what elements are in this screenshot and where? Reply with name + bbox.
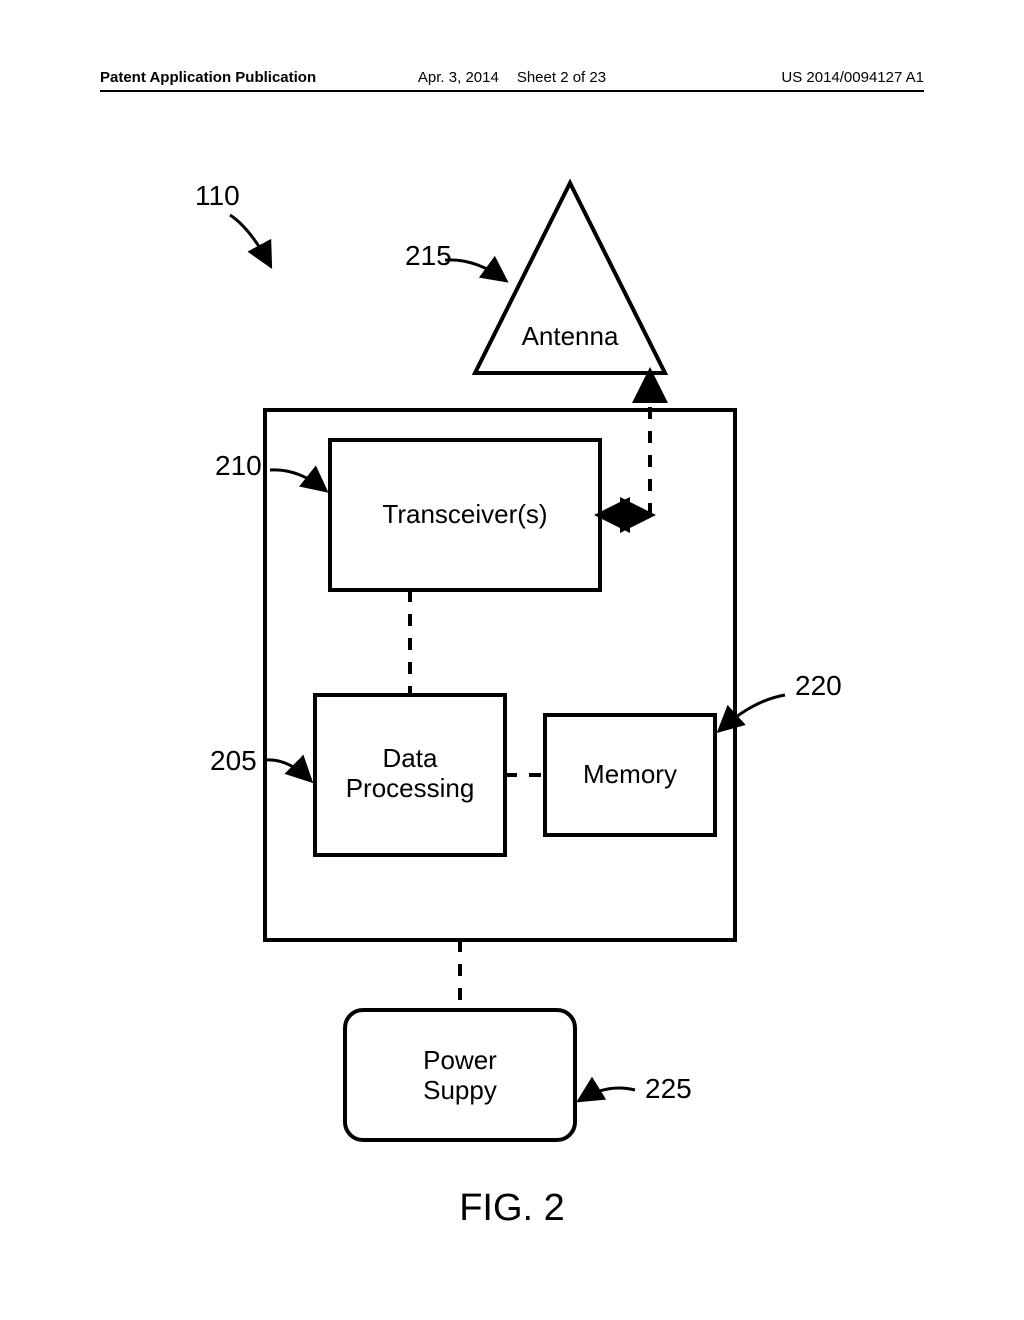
- svg-text:Power: Power: [423, 1045, 497, 1075]
- svg-text:Memory: Memory: [583, 759, 677, 789]
- svg-text:210: 210: [215, 450, 262, 481]
- svg-text:205: 205: [210, 745, 257, 776]
- svg-text:FIG. 2: FIG. 2: [459, 1187, 565, 1229]
- svg-text:Processing: Processing: [346, 773, 475, 803]
- page: Patent Application Publication Apr. 3, 2…: [0, 0, 1024, 1320]
- svg-text:220: 220: [795, 670, 842, 701]
- page-header: Patent Application Publication Apr. 3, 2…: [100, 62, 924, 92]
- svg-text:225: 225: [645, 1073, 692, 1104]
- svg-text:Antenna: Antenna: [522, 321, 619, 351]
- svg-text:215: 215: [405, 240, 452, 271]
- figure-diagram: Transceiver(s) DataProcessing Memory PowerS…: [0, 140, 1024, 1240]
- header-sheet: Sheet 2 of 23: [517, 69, 606, 86]
- svg-text:Suppy: Suppy: [423, 1075, 497, 1105]
- svg-text:Data: Data: [383, 743, 438, 773]
- diagram-svg: Transceiver(s) DataProcessing Memory PowerS…: [0, 140, 1024, 1240]
- svg-text:110: 110: [195, 180, 240, 211]
- svg-text:Transceiver(s): Transceiver(s): [382, 499, 547, 529]
- header-date: Apr. 3, 2014: [418, 69, 499, 86]
